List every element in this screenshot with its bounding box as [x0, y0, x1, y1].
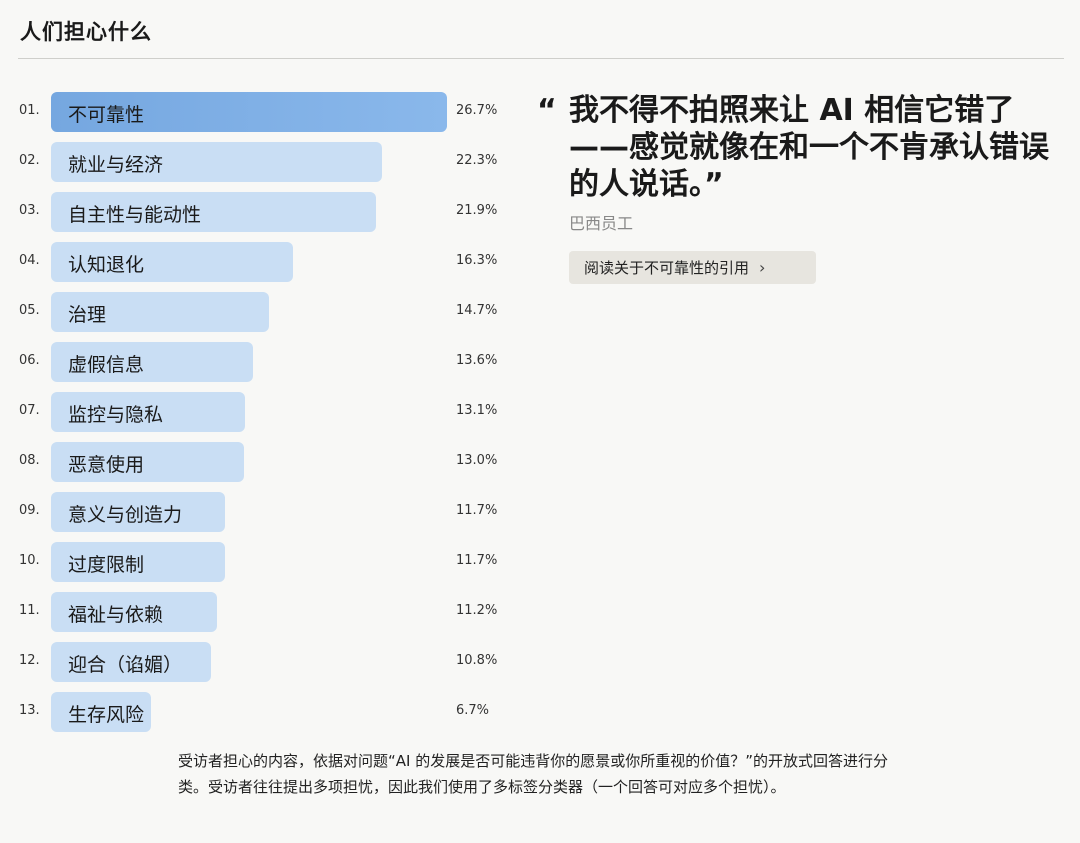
- bar-label: 迎合（谄媚）: [68, 654, 183, 676]
- bar-value: 16.3%: [456, 253, 498, 268]
- bar-label: 福祉与依赖: [68, 604, 164, 626]
- bar-value: 6.7%: [456, 703, 490, 718]
- chart-row: 12. 迎合（谄媚） 10.8%: [0, 642, 540, 682]
- bar-value: 21.9%: [456, 203, 498, 218]
- row-rank: 12.: [19, 653, 40, 668]
- chart-row: 08. 恶意使用 13.0%: [0, 442, 540, 482]
- chart-row: 06. 虚假信息 13.6%: [0, 342, 540, 382]
- row-rank: 05.: [19, 303, 40, 318]
- bar: [51, 92, 447, 132]
- chart-row: 10. 过度限制 11.7%: [0, 542, 540, 582]
- chart-row: 11. 福祉与依赖 11.2%: [0, 592, 540, 632]
- bar-label: 不可靠性: [68, 104, 145, 126]
- bar: [51, 392, 245, 432]
- bar-label: 虚假信息: [68, 354, 145, 376]
- chart-row: 02. 就业与经济 22.3%: [0, 142, 540, 182]
- bar: [51, 592, 217, 632]
- bar-value: 13.0%: [456, 453, 498, 468]
- row-rank: 08.: [19, 453, 40, 468]
- bar-label: 治理: [68, 304, 107, 326]
- bar-label: 过度限制: [68, 554, 145, 576]
- bar-label: 恶意使用: [68, 454, 145, 476]
- title-divider: [18, 58, 1064, 59]
- chart-row: 13. 生存风险 6.7%: [0, 692, 540, 732]
- chart-row: 04. 认知退化 16.3%: [0, 242, 540, 282]
- chart-row: 01. 不可靠性 26.7%: [0, 92, 540, 132]
- bar-value: 22.3%: [456, 153, 498, 168]
- bar: [51, 242, 293, 282]
- bar: [51, 442, 244, 482]
- bar: [51, 142, 382, 182]
- bar-value: 11.7%: [456, 553, 498, 568]
- row-rank: 02.: [19, 153, 40, 168]
- bar: [51, 692, 151, 732]
- bar-value: 26.7%: [456, 103, 498, 118]
- chart-row: 07. 监控与隐私 13.1%: [0, 392, 540, 432]
- featured-quote: “ 我不得不拍照来让 AI 相信它错了——感觉就像在和一个不肯承认错误的人说话。”: [537, 92, 1063, 203]
- bar: [51, 192, 376, 232]
- chart-row: 05. 治理 14.7%: [0, 292, 540, 332]
- bar-value: 13.1%: [456, 403, 498, 418]
- bar: [51, 342, 253, 382]
- read-quotes-button[interactable]: 阅读关于不可靠性的引用 ›: [569, 251, 816, 284]
- chart-row: 09. 意义与创造力 11.7%: [0, 492, 540, 532]
- bar-value: 11.2%: [456, 603, 498, 618]
- bar-value: 10.8%: [456, 653, 498, 668]
- bar: [51, 492, 225, 532]
- bar-label: 生存风险: [68, 704, 145, 726]
- bar-value: 11.7%: [456, 503, 498, 518]
- concerns-bar-chart: 01. 不可靠性 26.7% 02. 就业与经济 22.3% 03. 自主性与能动性 21.9%…: [0, 92, 540, 742]
- bar-label: 认知退化: [68, 254, 145, 276]
- row-rank: 09.: [19, 503, 40, 518]
- bar-label: 监控与隐私: [68, 404, 164, 426]
- bar-label: 就业与经济: [68, 154, 164, 176]
- read-quotes-label: 阅读关于不可靠性的引用: [584, 259, 750, 277]
- row-rank: 01.: [19, 103, 40, 118]
- chart-caption: 受访者担心的内容，依据对问题“AI 的发展是否可能违背你的愿景或你所重视的价值？…: [178, 752, 888, 796]
- bar-label: 意义与创造力: [68, 504, 183, 526]
- row-rank: 03.: [19, 203, 40, 218]
- bar-label: 自主性与能动性: [68, 204, 202, 226]
- row-rank: 06.: [19, 353, 40, 368]
- quote-text: 我不得不拍照来让 AI 相信它错了——感觉就像在和一个不肯承认错误的人说话。”: [569, 93, 1049, 202]
- chart-row: 03. 自主性与能动性 21.9%: [0, 192, 540, 232]
- open-quote-mark: “: [537, 93, 557, 128]
- bar: [51, 642, 211, 682]
- chevron-right-icon: ›: [759, 258, 766, 277]
- bar: [51, 292, 269, 332]
- bar-value: 13.6%: [456, 353, 498, 368]
- row-rank: 07.: [19, 403, 40, 418]
- row-rank: 13.: [19, 703, 40, 718]
- quote-attribution: 巴西员工: [569, 214, 634, 233]
- row-rank: 04.: [19, 253, 40, 268]
- page-title: 人们担心什么: [20, 20, 152, 44]
- row-rank: 10.: [19, 553, 40, 568]
- bar-value: 14.7%: [456, 303, 498, 318]
- row-rank: 11.: [19, 603, 40, 618]
- bar: [51, 542, 225, 582]
